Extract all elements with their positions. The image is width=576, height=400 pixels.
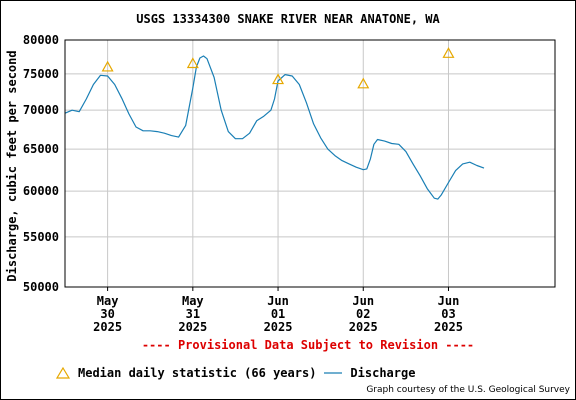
- x-tick-year: 2025: [349, 320, 378, 334]
- y-tick-label: 70000: [23, 103, 59, 117]
- y-tick-label: 75000: [23, 67, 59, 81]
- series-layer: [64, 47, 485, 200]
- discharge-series-line: [64, 55, 485, 200]
- x-tick-month: May: [182, 294, 204, 308]
- x-tick-day: 01: [271, 307, 285, 321]
- median-marker: [101, 60, 114, 72]
- legend-item-discharge: Discharge: [324, 366, 415, 380]
- legend-discharge-label: Discharge: [350, 366, 416, 380]
- x-tick-year: 2025: [178, 320, 207, 334]
- chart-title: USGS 13334300 SNAKE RIVER NEAR ANATONE, …: [136, 12, 440, 26]
- courtesy-note: Graph courtesy of the U.S. Geological Su…: [366, 385, 570, 395]
- legend: Median daily statistic (66 years) Discha…: [56, 365, 423, 381]
- legend-item-median: Median daily statistic (66 years): [56, 366, 316, 380]
- x-tick-labels: May302025May312025Jun012025Jun022025Jun0…: [93, 294, 463, 334]
- y-tick-label: 60000: [23, 184, 59, 198]
- median-marker: [442, 47, 455, 58]
- x-tick-day: 03: [441, 307, 455, 321]
- provisional-note: ---- Provisional Data Subject to Revisio…: [141, 338, 475, 352]
- y-tick-label: 55000: [23, 230, 59, 244]
- x-tick-day: 02: [356, 307, 370, 321]
- y-tick-label: 80000: [23, 33, 59, 47]
- y-tick-label: 50000: [23, 280, 59, 294]
- median-marker: [357, 77, 370, 89]
- y-tick-labels: 80000 75000 70000 65000 60000 55000 50000: [23, 33, 59, 294]
- x-tick-day: 31: [186, 307, 200, 321]
- legend-median-label: Median daily statistic (66 years): [78, 366, 317, 380]
- y-tick-label: 65000: [23, 142, 59, 156]
- x-tick-year: 2025: [434, 320, 463, 334]
- x-tick-month: Jun: [352, 294, 374, 308]
- triangle-icon: [56, 367, 70, 379]
- median-marker: [272, 73, 285, 85]
- median-marker: [186, 57, 199, 69]
- grid-lines: [65, 39, 555, 291]
- plot-border: [64, 39, 556, 288]
- line-icon: [324, 372, 343, 374]
- x-tick-month: Jun: [438, 294, 460, 308]
- x-tick-month: Jun: [267, 294, 289, 308]
- x-tick-year: 2025: [264, 320, 293, 334]
- x-tick-year: 2025: [93, 320, 122, 334]
- x-tick-day: 30: [100, 307, 114, 321]
- x-tick-month: May: [97, 294, 119, 308]
